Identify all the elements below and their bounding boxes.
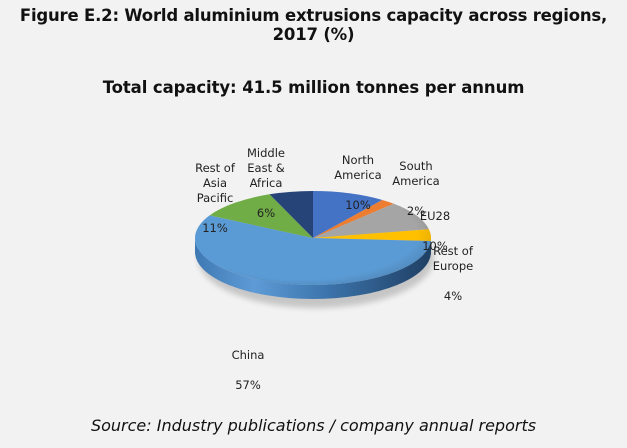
chart-title: Total capacity: 41.5 million tonnes per …: [102, 78, 525, 97]
label-north-america: North America 10%: [325, 138, 391, 213]
pie-top-shade: [195, 191, 431, 285]
label-value: 11%: [202, 221, 228, 235]
label-rest-of-asia-pacific: Rest of Asia Pacific 11%: [190, 146, 240, 236]
label-value: 2%: [406, 204, 426, 218]
figure-title: Figure E.2: World aluminium extrusions c…: [19, 6, 608, 44]
label-name: South America: [392, 159, 440, 188]
label-value: 10%: [422, 239, 448, 253]
label-eu28: EU28 10%: [415, 194, 455, 254]
label-name: China: [231, 348, 265, 362]
label-value: 4%: [443, 289, 463, 303]
label-middle-east-africa: Middle East & Africa 6%: [241, 131, 291, 221]
source-note: Source: Industry publications / company …: [90, 416, 537, 435]
label-name: Middle East & Africa: [247, 146, 285, 190]
label-south-america: South America 2%: [388, 144, 444, 219]
label-name: Rest of Europe: [432, 244, 474, 273]
label-rest-of-europe: Rest of Europe 4%: [430, 229, 476, 304]
pie-side-wall: [195, 238, 431, 299]
label-value: 6%: [256, 206, 276, 220]
label-value: 10%: [345, 198, 371, 212]
label-name: North America: [334, 153, 382, 182]
label-name: Rest of Asia Pacific: [195, 161, 235, 205]
label-value: 57%: [235, 378, 261, 392]
label-name: EU28: [419, 209, 451, 223]
label-china: China 57%: [226, 333, 270, 393]
pie-side: [195, 238, 431, 299]
